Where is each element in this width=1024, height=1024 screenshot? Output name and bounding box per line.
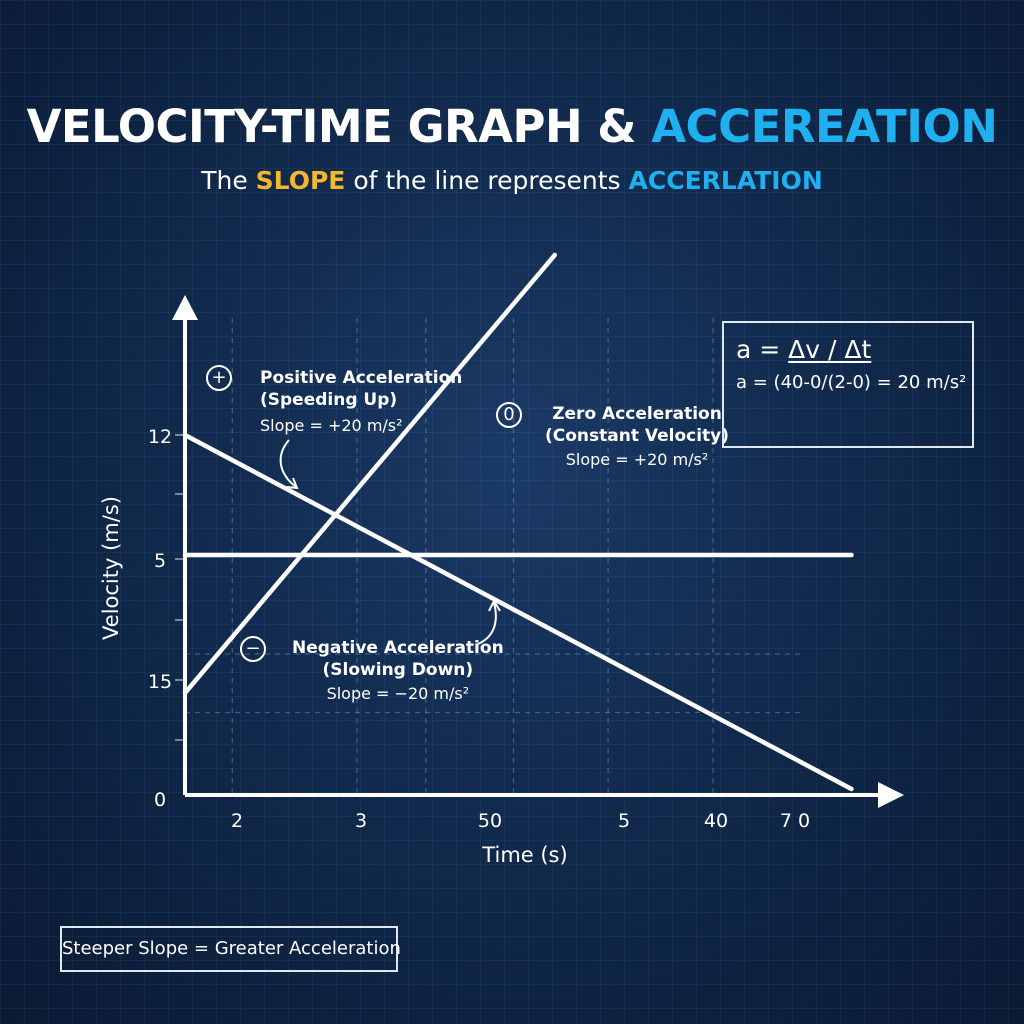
x-axis-arrowhead [878,782,904,808]
y-axis-title: Velocity (m/s) [99,496,123,640]
annotation-zero-slope: Slope = +20 m/s² [565,449,709,469]
annotation-negative-title: Negative Acceleration [292,638,504,658]
y-tick-label: 0 [154,789,166,811]
annotation-zero-title: Zero Acceleration [552,404,722,424]
y-tick-label: 12 [148,426,172,448]
annotation-positive-subtitle: (Speeding Up) [260,389,398,410]
annotation-zero: Zero Acceleration (Constant Velocity) Sl… [545,404,729,470]
formula-line-1: a = Δv / Δt [736,335,962,364]
subtitle-pre: The [201,166,248,195]
plus-icon: + [206,365,232,391]
callout-box: Steeper Slope = Greater Acceleration [60,926,401,972]
x-tick-label: 40 [704,810,728,832]
axis-layer [172,295,904,808]
subtitle-accel: ACCERLATION [628,166,823,195]
minus-icon: − [240,636,266,662]
x-axis-title: Time (s) [481,843,567,867]
subtitle-slope: SLOPE [255,166,346,195]
series-layer [182,252,854,792]
pointer-arrow-positive [279,439,297,488]
x-tick-label: 2 [231,810,243,832]
y-axis-arrowhead [172,295,198,320]
series-line-negative [182,432,854,792]
y-tick-label: 5 [154,550,166,572]
formula-line-2: a = (40-0/(2-0) = 20 m/s² [736,372,967,393]
x-tick-label: 3 [355,810,367,832]
pointer-arrowhead-positive [286,477,299,490]
annotation-negative-slope: Slope = −20 m/s² [326,683,470,703]
series-line-positive [182,252,558,696]
formula-lhs: a = [736,335,781,364]
grid-layer [185,318,800,795]
title-accent: ACCEREATION [651,100,998,153]
annotation-negative: Negative Acceleration (Slowing Down) Slo… [292,638,504,704]
x-tick-label: 5 [618,810,630,832]
ticks-layer: 2 3 50 5 40 7 0 0 15 5 12 [148,426,810,832]
formula-fraction: Δv / Δt [788,335,872,364]
subtitle: The SLOPE of the line represents ACCERLA… [0,166,1024,195]
annotation-negative-subtitle: (Slowing Down) [322,659,474,680]
y-tick-label: 15 [148,671,172,693]
arrows-layer [279,439,501,645]
annotation-positive-slope: Slope = +20 m/s² [260,415,403,435]
zero-icon: 0 [496,402,522,428]
formula-box: a = Δv / Δt a = (40-0/(2-0) = 20 m/s² [722,321,974,448]
page-title: VELOCITY-TIME GRAPH & ACCEREATION [0,100,1024,153]
annotation-positive: Positive Acceleration (Speeding Up) Slop… [260,368,462,436]
subtitle-mid: of the line represents [353,166,621,195]
x-tick-label: 50 [478,810,502,832]
annotation-zero-subtitle: (Constant Velocity) [545,425,730,446]
annotation-positive-title: Positive Acceleration [260,368,463,388]
pointer-arrowhead-negative [488,598,501,612]
x-tick-label: 7 0 [780,810,810,832]
title-main: VELOCITY-TIME GRAPH & [26,100,637,153]
pointer-arrow-negative [477,602,497,645]
